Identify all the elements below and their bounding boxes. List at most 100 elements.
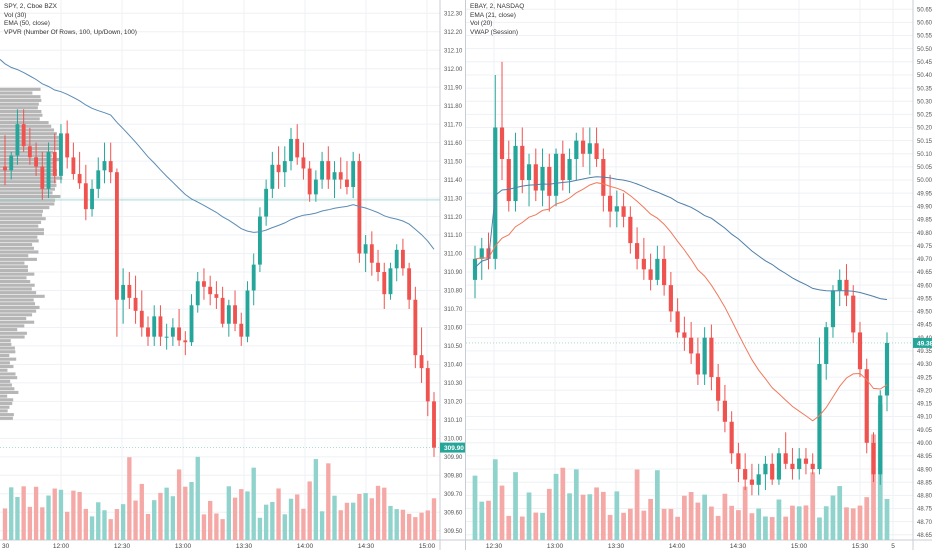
volume-bar: [634, 469, 640, 540]
vpvr-row: [0, 191, 53, 195]
volume-bar: [357, 493, 362, 540]
volume-bar: [695, 502, 701, 540]
candle-body: [407, 268, 412, 300]
vpvr-row: [0, 206, 50, 210]
volume-bar: [715, 515, 721, 540]
candle-body: [257, 216, 262, 265]
ebay-chart-canvas[interactable]: 48.65 48.70 48.75 48.80 48.85 48.90 48.95 49.00…: [466, 0, 932, 550]
y-tick-label: 311.60: [444, 141, 463, 147]
candle-body: [783, 453, 788, 464]
y-tick-label: 49.90: [917, 205, 932, 211]
vpvr-row: [0, 316, 27, 321]
x-tick-label: 30: [2, 543, 10, 550]
ebay-chart-pane[interactable]: 48.65 48.70 48.75 48.80 48.85 48.90 48.95 49.00…: [466, 0, 932, 550]
y-tick-label: 49.30: [917, 362, 932, 368]
y-tick-label: 50.15: [917, 139, 932, 145]
vpvr-row: [0, 183, 57, 187]
vpvr-row: [0, 257, 37, 261]
volume-bar: [232, 497, 238, 540]
spy-chart-canvas[interactable]: 309.50 309.60 309.70 309.80 309.90 310.00 310.…: [0, 0, 466, 550]
vpvr-row: [0, 383, 12, 387]
vpvr-row: [0, 239, 39, 243]
vpvr-row: [0, 154, 52, 158]
y-tick-label: 49.00: [917, 441, 932, 447]
y-tick-label: 309.90: [444, 455, 463, 461]
y-tick-label: 48.80: [917, 494, 932, 500]
candle-body: [152, 316, 157, 337]
volume-bar: [102, 510, 107, 540]
candle-body: [202, 281, 206, 287]
candle-body: [810, 463, 815, 470]
candle-body: [641, 258, 646, 270]
volume-bar: [64, 511, 70, 540]
vpvr-row: [0, 231, 44, 236]
candle-body: [830, 290, 836, 328]
y-tick-label: 312.20: [444, 30, 463, 36]
volume-bar: [40, 507, 45, 540]
spy-legend-symbol[interactable]: SPY, 2, Cboe BZX: [4, 3, 57, 10]
volume-bar: [388, 505, 393, 540]
volume-bar: [567, 493, 572, 540]
ebay-legend-ema[interactable]: EMA (21, close): [470, 11, 516, 19]
x-tick-label: 14:00: [669, 543, 686, 550]
y-tick-label: 311.20: [444, 215, 463, 221]
candle-body: [52, 151, 57, 176]
ebay-legend-symbol[interactable]: EBAY, 2, NASDAQ: [470, 3, 525, 10]
volume-bar: [89, 516, 95, 540]
y-tick-label: 311.70: [444, 122, 463, 128]
vpvr-row: [0, 287, 32, 291]
ebay-legend-vwap[interactable]: VWAP (Session): [470, 28, 519, 36]
volume-bar: [406, 513, 412, 540]
volume-bar: [282, 514, 287, 540]
vwap-line: [474, 176, 888, 301]
x-tick-label: 15:30: [852, 543, 869, 550]
volume-bar: [729, 505, 735, 540]
candle-body: [363, 244, 368, 254]
candle-body: [506, 159, 511, 202]
last-price-tag: [440, 442, 465, 453]
vpvr-row: [0, 368, 8, 372]
candle-body: [77, 174, 82, 184]
y-tick-label: 49.45: [917, 323, 932, 329]
y-tick-label: 49.65: [917, 270, 932, 276]
spy-legend: SPY, 2, Cboe BZX Vol (30) EMA (50, close…: [4, 3, 137, 37]
spy-legend-vpvr[interactable]: VPVR (Number Of Rows, 100, Up/Down, 100): [4, 28, 137, 36]
vpvr-row: [0, 324, 25, 328]
volume-bar: [133, 500, 138, 540]
volume-bar: [621, 512, 626, 540]
volume-bar: [332, 495, 337, 540]
vpvr-row: [0, 161, 55, 165]
volume-bar: [553, 473, 559, 540]
volume-bar: [58, 489, 64, 540]
spy-legend-volume[interactable]: Vol (30): [4, 11, 27, 19]
vpvr-row: [0, 220, 42, 224]
spy-legend-ema[interactable]: EMA (50, close): [4, 20, 50, 28]
y-tick-label: 310.00: [444, 437, 463, 443]
candle-body: [824, 327, 829, 364]
volume-bar: [201, 514, 207, 540]
vpvr-row: [0, 172, 58, 176]
y-tick-label: 310.30: [444, 381, 463, 387]
candle-body: [177, 327, 182, 341]
volume-bar: [27, 506, 33, 540]
candle-body: [332, 172, 337, 180]
candle-body: [127, 284, 132, 298]
x-tick-label: 14:30: [730, 543, 747, 550]
vpvr-row: [0, 121, 49, 125]
vpvr-row: [0, 376, 18, 380]
volume-bar: [742, 486, 748, 540]
spy-chart-pane[interactable]: 309.50 309.60 309.70 309.80 309.90 310.00 310.…: [0, 0, 466, 550]
candle-body: [146, 327, 150, 337]
vpvr-row: [0, 387, 15, 391]
volume-bar: [587, 494, 593, 540]
candle-body: [803, 458, 809, 464]
vpvr-row: [0, 357, 17, 361]
volume-bar: [394, 509, 399, 540]
candle-body: [567, 159, 572, 181]
candle-body: [34, 157, 39, 167]
volume-bar: [533, 512, 539, 540]
volume-bar: [499, 485, 505, 540]
vpvr-row: [0, 350, 16, 354]
y-tick-label: 311.00: [444, 252, 463, 258]
ebay-legend-volume[interactable]: Vol (20): [470, 20, 493, 28]
